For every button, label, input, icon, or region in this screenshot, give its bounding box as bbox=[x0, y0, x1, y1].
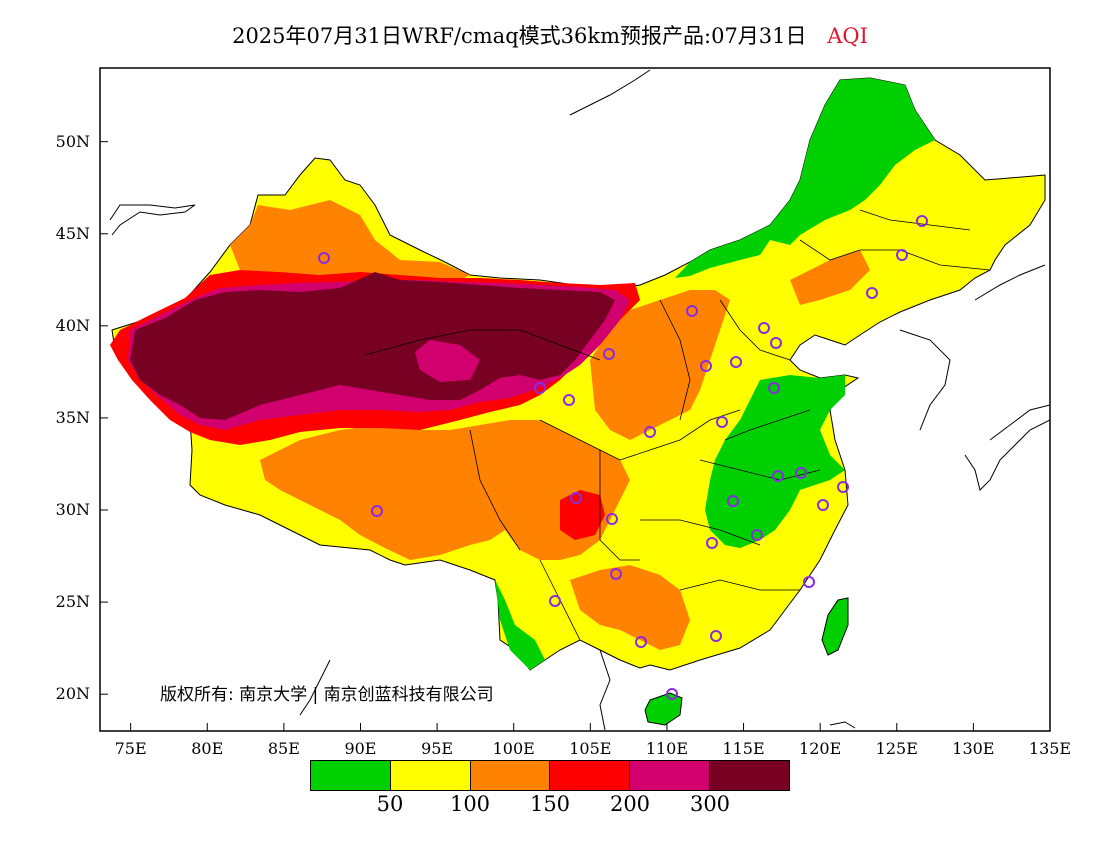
green-northeast bbox=[675, 78, 935, 278]
lat-tick-label: 20N bbox=[55, 684, 90, 704]
legend-label: 100 bbox=[449, 792, 491, 816]
lat-tick-label: 50N bbox=[55, 131, 90, 151]
title-main: 2025年07月31日WRF/cmaq模式36km预报产品:07月31日 bbox=[232, 24, 807, 48]
green-taiwan bbox=[821, 597, 849, 656]
plot-frame bbox=[99, 67, 1051, 732]
legend-label: 200 bbox=[609, 792, 651, 816]
green-south-yunnan bbox=[495, 580, 545, 670]
magenta-inner bbox=[415, 340, 480, 382]
map-title: 2025年07月31日WRF/cmaq模式36km预报产品:07月31日 AQI bbox=[0, 20, 1100, 50]
legend-label: 50 bbox=[376, 792, 404, 816]
orange-xinjiang-band bbox=[230, 200, 470, 290]
lon-tick-label: 75E bbox=[114, 739, 147, 758]
axis-ticks bbox=[100, 141, 1051, 731]
orange-hebei bbox=[790, 250, 870, 305]
lon-tick-label: 125E bbox=[875, 739, 918, 758]
lon-tick-label: 115E bbox=[722, 739, 765, 758]
red-sichuan-spot bbox=[560, 490, 605, 540]
legend-swatch bbox=[390, 761, 471, 790]
province-lines bbox=[364, 209, 991, 641]
lon-tick-label: 135E bbox=[1028, 739, 1072, 758]
legend-swatch bbox=[710, 761, 789, 790]
legend-swatch bbox=[470, 761, 551, 790]
lon-tick-label: 90E bbox=[344, 739, 377, 758]
legend-swatch bbox=[550, 761, 631, 790]
green-hainan bbox=[644, 692, 683, 726]
copyright-text: 版权所有: 南京大学 | 南京创蓝科技有限公司 bbox=[160, 685, 494, 705]
lon-tick-label: 110E bbox=[645, 739, 689, 758]
lon-tick-label: 95E bbox=[421, 739, 454, 758]
green-east bbox=[705, 375, 845, 548]
legend-label: 150 bbox=[529, 792, 571, 816]
station-markers bbox=[318, 215, 928, 700]
legend-swatch bbox=[630, 761, 711, 790]
orange-tibet-sichuan bbox=[260, 420, 630, 560]
lon-tick-label: 105E bbox=[569, 739, 612, 758]
lat-tick-label: 35N bbox=[55, 407, 90, 427]
lon-tick-label: 130E bbox=[952, 739, 995, 758]
lon-tick-label: 80E bbox=[191, 739, 224, 758]
lon-tick-label: 85E bbox=[267, 739, 300, 758]
lat-tick-label: 25N bbox=[55, 592, 90, 612]
map-fill-layer bbox=[110, 77, 1046, 726]
color-legend-bar bbox=[310, 760, 790, 791]
lon-tick-label: 120E bbox=[799, 739, 842, 758]
lat-tick-label: 30N bbox=[55, 500, 90, 519]
title-variable: AQI bbox=[827, 24, 868, 48]
maroon-core bbox=[130, 272, 615, 420]
lat-tick-label: 40N bbox=[55, 315, 90, 335]
neighbor-coastlines bbox=[109, 69, 1050, 731]
lon-tick-label: 100E bbox=[492, 739, 535, 758]
lat-tick-label: 45N bbox=[55, 223, 90, 243]
orange-north-central bbox=[590, 290, 730, 440]
legend-swatch bbox=[311, 761, 391, 790]
orange-guangxi bbox=[570, 565, 690, 650]
legend-label: 300 bbox=[689, 792, 731, 816]
